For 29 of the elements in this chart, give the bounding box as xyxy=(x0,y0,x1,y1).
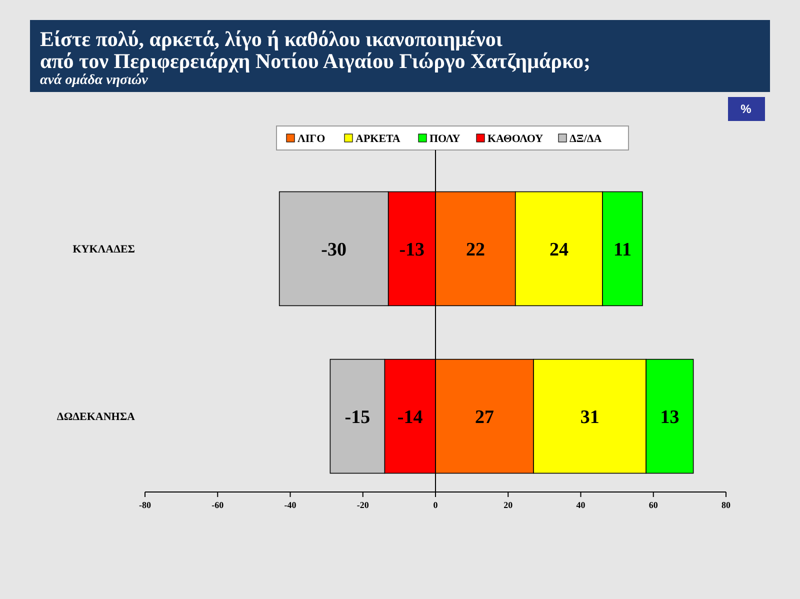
legend-label: ΔΞ/ΔΑ xyxy=(570,132,602,145)
data-label: -14 xyxy=(397,406,424,428)
data-label: 22 xyxy=(466,239,485,260)
data-label: 27 xyxy=(475,406,495,428)
data-label: -15 xyxy=(344,406,370,428)
legend-label: ΑΡΚΕΤΑ xyxy=(356,132,400,145)
chart-title: Είστε πολύ, αρκετά, λίγο ή καθόλου ικανοποιημένοι από τον Περιφερειάρχη Νοτίου Αιγαίου Γιώργο Χατζημάρκο; xyxy=(40,27,590,73)
legend-label: ΠΟΛΥ xyxy=(430,132,460,145)
x-tick-label: -60 xyxy=(212,500,224,510)
x-tick-label: 40 xyxy=(576,500,586,510)
x-tick-label: 20 xyxy=(504,500,514,510)
data-label: 11 xyxy=(614,239,632,260)
legend-label: ΛΙΓΟ xyxy=(298,132,326,145)
data-label: -13 xyxy=(399,239,425,260)
text: % xyxy=(740,102,752,116)
data-label: 24 xyxy=(549,239,569,260)
x-tick-label: -80 xyxy=(139,500,152,510)
data-label: 31 xyxy=(580,406,600,428)
data-label: -30 xyxy=(321,239,346,260)
x-tick-label: 0 xyxy=(433,500,438,510)
chart-subtitle: ανά ομάδα νησιών xyxy=(40,73,149,88)
x-tick-label: 60 xyxy=(648,500,658,510)
data-label: 13 xyxy=(660,406,680,428)
x-tick-label: -40 xyxy=(284,500,297,510)
y-tick-label: ΔΩΔΕΚΑΝΗΣΑ xyxy=(56,411,136,424)
y-tick-label: ΚΥΚΛΑΔΕΣ xyxy=(72,244,135,256)
legend-label: ΚΑΘΟΛΟΥ xyxy=(488,132,544,145)
x-tick-label: -20 xyxy=(356,500,370,510)
x-tick-label: 80 xyxy=(722,500,731,510)
